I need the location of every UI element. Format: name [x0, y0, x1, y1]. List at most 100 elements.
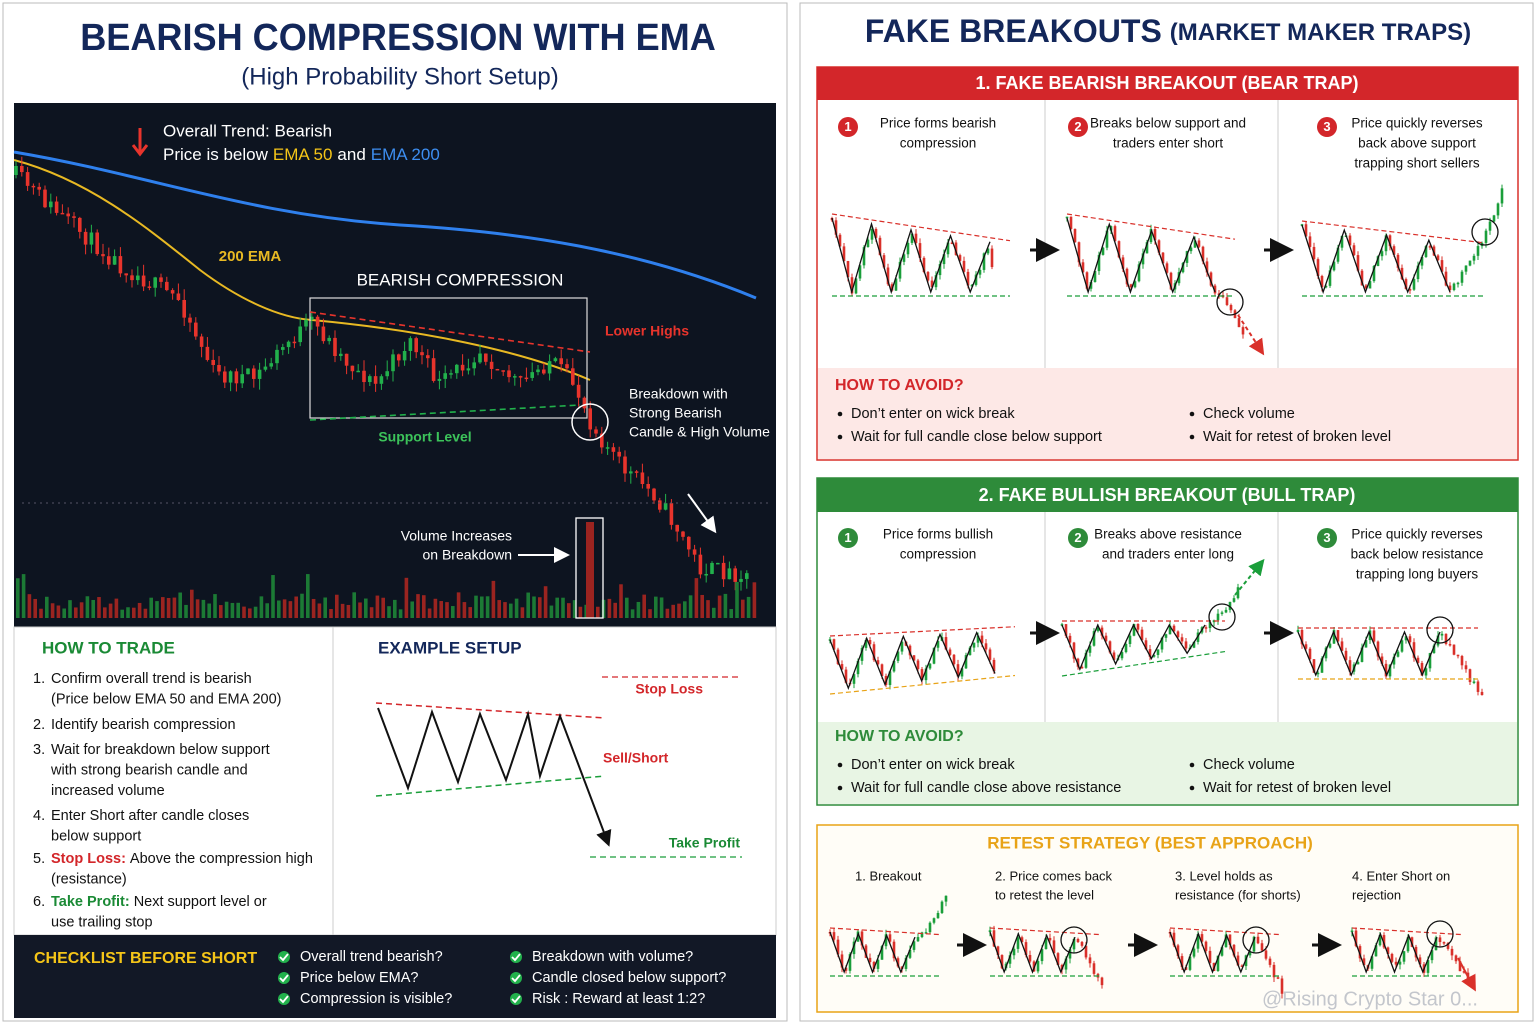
candle: [882, 255, 886, 268]
candle: [1420, 257, 1424, 266]
candle: [880, 946, 884, 960]
candle: [460, 364, 465, 371]
candle: [1398, 961, 1402, 965]
candle: [1386, 947, 1390, 954]
step-number: 3.: [33, 742, 45, 758]
step-text: 2. Price comes back: [995, 868, 1113, 883]
line: [829, 626, 1016, 637]
check-icon: [278, 951, 290, 963]
candle: [1336, 630, 1340, 642]
zigzag: [1169, 931, 1256, 974]
candle: [1144, 640, 1148, 650]
line: [1351, 927, 1463, 936]
text-part: Next support level or: [134, 894, 267, 910]
volume-bar: [520, 607, 525, 618]
avoid-item: Don’t enter on wick break: [851, 406, 1015, 422]
candle: [704, 573, 708, 576]
checklist-item: Price below EMA?: [300, 970, 418, 986]
candle: [518, 376, 523, 378]
candle: [1434, 937, 1438, 951]
candle: [72, 216, 76, 218]
line: [375, 702, 606, 719]
checklist-item: Candle closed below support?: [532, 970, 726, 986]
candle: [315, 316, 320, 327]
candle: [107, 256, 111, 265]
candle: [1008, 955, 1012, 964]
section-title: 1. FAKE BEARISH BREAKOUT (BEAR TRAP): [975, 73, 1358, 93]
candle: [31, 185, 36, 188]
section-title: 2. FAKE BULLISH BREAKOUT (BULL TRAP): [979, 485, 1356, 505]
candle: [49, 201, 53, 208]
candle: [1316, 259, 1320, 276]
candle: [1396, 651, 1400, 657]
candle: [530, 372, 534, 378]
trend-detail: Price is below EMA 50 and EMA 200: [163, 145, 440, 164]
candle: [1436, 635, 1440, 646]
volume-bar: [311, 598, 316, 618]
candle: [1390, 953, 1394, 962]
check-mark: [511, 995, 521, 1004]
candle: [1384, 235, 1388, 252]
marker-circle: [1060, 926, 1088, 954]
volume-bar: [277, 600, 281, 618]
candle: [926, 272, 930, 281]
candle: [716, 562, 720, 565]
step-text: use trailing stop: [51, 914, 153, 930]
retest-section: [816, 824, 1519, 1013]
candle: [1500, 188, 1504, 204]
step-text: to retest the level: [995, 887, 1094, 902]
step-number: 6.: [33, 894, 45, 910]
candle: [136, 275, 140, 281]
bullet: [837, 762, 843, 768]
candle: [1169, 272, 1173, 290]
candle: [938, 264, 942, 276]
candle: [240, 374, 244, 384]
candle: [1149, 229, 1153, 243]
candle: [1382, 935, 1386, 948]
ema-label: 200 EMA: [219, 248, 282, 265]
volume-bar: [706, 600, 710, 618]
step-text: increased volume: [51, 783, 165, 799]
candle: [1201, 246, 1205, 262]
candle: [1092, 963, 1096, 974]
volume-bar: [271, 575, 275, 618]
candle: [1480, 691, 1484, 696]
volume-bar: [578, 606, 583, 618]
volume-bar: [509, 603, 513, 618]
zigzag: [831, 217, 991, 295]
candle: [1450, 948, 1454, 956]
check-mark: [279, 995, 289, 1004]
candle: [894, 278, 898, 291]
candle: [1430, 950, 1434, 961]
candle: [964, 655, 968, 669]
candle: [1068, 635, 1072, 643]
candle: [1129, 284, 1133, 288]
candle: [858, 265, 862, 279]
volume-bar: [451, 606, 455, 618]
candle: [304, 319, 308, 327]
avoid-title: HOW TO AVOID?: [835, 728, 964, 745]
candle: [1316, 672, 1320, 675]
candle: [1364, 640, 1368, 648]
candle: [663, 503, 668, 510]
stop-loss-label: Stop Loss: [635, 681, 703, 697]
candle: [536, 369, 540, 373]
candle: [1452, 644, 1456, 655]
candle: [878, 237, 882, 256]
candle: [1044, 937, 1048, 950]
candle: [1165, 263, 1169, 273]
line: [687, 493, 717, 534]
candle: [934, 275, 938, 288]
breakdown-label: Candle & High Volume: [629, 424, 770, 440]
volume-bar: [381, 597, 385, 618]
candle: [1388, 664, 1392, 677]
candle: [874, 228, 878, 238]
line: [375, 775, 606, 797]
step-number: 2: [1074, 530, 1081, 545]
step-badge: [838, 117, 858, 137]
candle: [1456, 654, 1460, 657]
candle: [333, 337, 337, 357]
text-part: FAKE BREAKOUTS: [865, 13, 1162, 49]
candle: [292, 341, 297, 344]
